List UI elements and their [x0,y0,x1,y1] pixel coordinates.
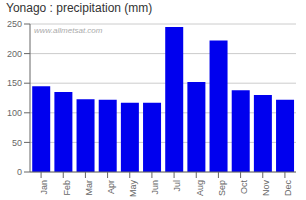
html-text:www.allmetsat.com: www.allmetsat.com [34,26,103,35]
html-text:Yonago : precipitation (mm): Yonago : precipitation (mm) [6,1,153,15]
svg-text:Sep: Sep [217,180,227,196]
svg-text:Jul: Jul [172,180,182,192]
svg-text:Apr: Apr [106,180,116,194]
svg-text:200: 200 [8,49,22,59]
svg-text:0: 0 [17,167,22,177]
svg-text:Jun: Jun [150,180,160,195]
svg-text:Feb: Feb [62,180,72,196]
svg-text:250: 250 [8,19,22,29]
svg-text:Oct: Oct [239,180,249,195]
svg-text:Dec: Dec [283,180,293,197]
svg-text:150: 150 [8,78,22,88]
svg-text:Aug: Aug [195,180,205,196]
svg-text:50: 50 [12,138,22,148]
svg-text:Nov: Nov [261,180,271,197]
svg-text:100: 100 [8,108,22,118]
svg-text:Mar: Mar [84,180,94,196]
svg-text:Jan: Jan [39,180,49,195]
svg-text:May: May [128,180,138,198]
